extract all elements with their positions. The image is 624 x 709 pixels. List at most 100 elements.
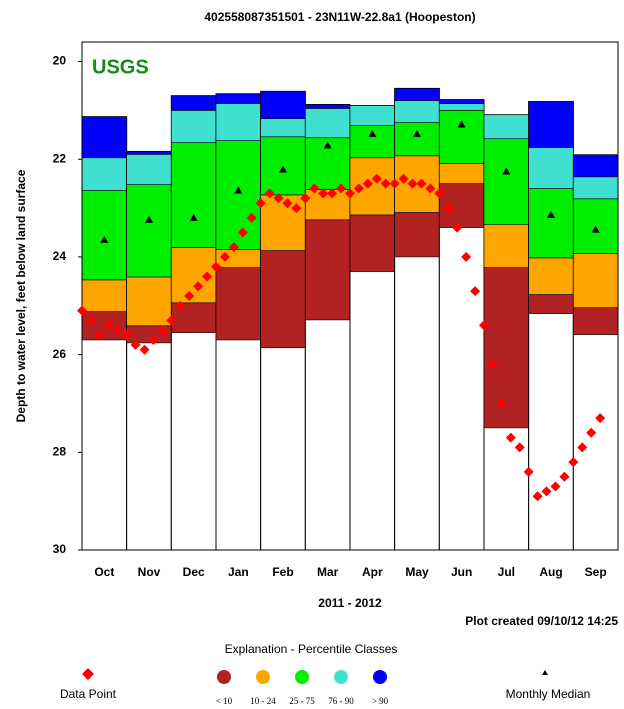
median-marker [189, 213, 198, 221]
median-marker [234, 186, 243, 194]
median-marker [413, 129, 421, 137]
data-point [380, 178, 391, 189]
data-point [407, 178, 418, 189]
percentile-segment [126, 151, 172, 155]
data-point [345, 188, 355, 199]
data-point [496, 398, 507, 409]
logo: USGS [92, 56, 149, 78]
data-point [166, 315, 177, 326]
median-marker [100, 235, 109, 243]
percentile-segment [439, 99, 485, 104]
data-point [327, 188, 338, 199]
median-marker [502, 167, 511, 175]
percentile-segment [483, 224, 529, 268]
percentile-segment [81, 279, 127, 312]
y-axis-label: Depth to water level, feet below land su… [14, 169, 28, 422]
data-point [541, 486, 552, 497]
x-tick-label: Jan [228, 565, 249, 579]
legend-swatch [295, 670, 309, 684]
data-point [514, 442, 525, 453]
legend-label: 25 - 75 [289, 696, 315, 706]
legend-label: > 90 [372, 696, 389, 706]
percentile-segment [171, 142, 217, 248]
data-point [264, 188, 275, 199]
median-marker [145, 215, 153, 223]
x-axis-label: 2011 - 2012 [318, 596, 382, 610]
data-point [175, 300, 186, 311]
legend-swatch [334, 670, 348, 684]
percentile-segment [573, 154, 619, 178]
percentile-segment [349, 214, 395, 272]
data-point [85, 315, 96, 326]
data-point [479, 320, 489, 331]
data-point [112, 325, 123, 336]
data-point [568, 457, 579, 468]
chart-title: 402558087351501 - 23N11W-22.8a1 (Hoopest… [204, 10, 475, 24]
x-tick-label: Mar [317, 565, 339, 579]
data-point [193, 281, 204, 292]
percentile-segment [394, 100, 440, 123]
percentile-segment [305, 104, 351, 109]
data-point [237, 227, 248, 238]
data-point [228, 242, 239, 253]
percentile-segment [573, 253, 619, 309]
percentile-segment [260, 250, 306, 349]
data-point [398, 173, 409, 184]
percentile-segment [439, 103, 485, 111]
data-point [336, 183, 347, 194]
percentile-segment [394, 122, 440, 157]
percentile-segment [215, 93, 261, 104]
plot-frame [81, 41, 619, 551]
x-tick-label: Nov [138, 565, 161, 579]
percentile-segment [81, 116, 127, 159]
y-tick-label: 30 [53, 542, 67, 556]
x-tick-label: Feb [272, 565, 293, 579]
legend-point [82, 668, 94, 680]
data-point [371, 173, 382, 184]
percentile-segment [483, 267, 529, 429]
created-note: Plot created 09/10/12 14:25 [465, 614, 618, 628]
median-marker [368, 129, 377, 137]
data-point [425, 183, 436, 194]
legend-title: Explanation - Percentile Classes [225, 642, 398, 656]
percentile-segment [528, 294, 574, 314]
x-tick-label: Aug [539, 565, 562, 579]
legend-median [542, 670, 548, 675]
data-point [318, 188, 329, 199]
data-point [273, 193, 284, 204]
legend-label: 76 - 90 [328, 696, 354, 706]
x-tick-label: Dec [183, 565, 205, 579]
percentile-segment [126, 276, 172, 327]
data-point [532, 491, 543, 502]
percentile-segment [260, 118, 306, 138]
y-tick-label: 28 [53, 444, 67, 458]
legend-swatch [217, 670, 231, 684]
percentile-segment [573, 307, 619, 335]
percentile-segment [126, 184, 172, 278]
data-point [577, 442, 588, 453]
data-point [255, 198, 266, 209]
data-point [121, 330, 132, 341]
data-point [148, 334, 159, 345]
data-point [300, 193, 311, 204]
percentile-segment [305, 219, 351, 321]
legend-label: 10 - 24 [250, 696, 276, 706]
median-marker [591, 225, 600, 233]
median-marker [279, 165, 287, 173]
data-point [586, 427, 597, 438]
data-point [94, 330, 105, 341]
percentile-segment [528, 101, 574, 148]
percentile-segment [215, 140, 261, 250]
percentile-segment [260, 91, 306, 119]
x-tick-label: May [405, 565, 429, 579]
percentile-segment [126, 154, 172, 185]
percentile-segment [305, 189, 351, 221]
percentile-segment [215, 267, 261, 341]
data-point [309, 183, 320, 194]
y-tick-label: 22 [53, 151, 67, 165]
x-tick-label: Apr [362, 565, 383, 579]
percentile-segment [528, 147, 574, 189]
median-marker [323, 141, 332, 149]
